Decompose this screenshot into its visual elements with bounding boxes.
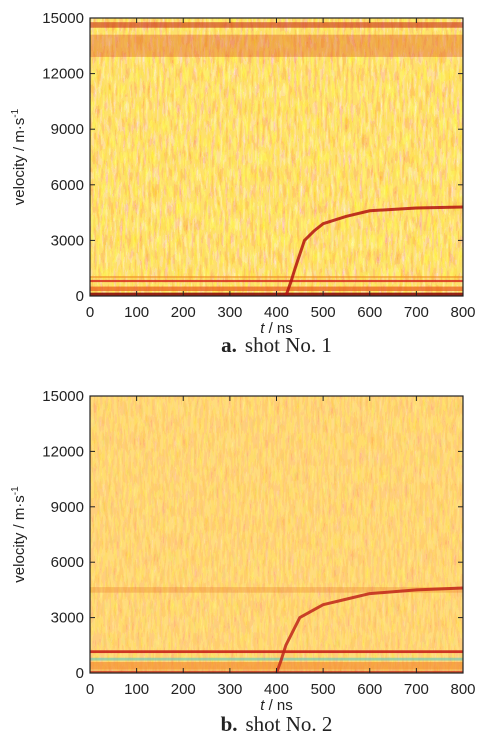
y-tick-label: 9000	[51, 499, 84, 516]
x-axis-label-unit: / ns	[264, 320, 292, 337]
y-tick-label: 15000	[42, 388, 84, 405]
x-tick-label: 500	[311, 681, 336, 698]
y-axis-label-text: velocity / m·s	[11, 118, 28, 206]
y-axis-label-sup: -1	[10, 486, 21, 495]
x-tick-label: 200	[171, 304, 196, 321]
spectrogram-band	[90, 286, 463, 291]
spectrogram-band	[90, 279, 463, 283]
x-tick-label: 100	[124, 681, 149, 698]
y-axis-label: velocity / m·s-1	[10, 108, 28, 205]
caption-label: a.	[221, 333, 237, 357]
x-tick-label: 600	[357, 304, 382, 321]
velocity-trace	[275, 586, 464, 674]
y-tick-label: 3000	[51, 232, 84, 249]
x-axis-label-var: t	[260, 320, 265, 337]
velocity-trace	[284, 205, 464, 297]
x-axis-label: t / ns	[260, 697, 293, 714]
x-tick-label: 400	[264, 304, 289, 321]
spectrogram-band	[90, 657, 463, 661]
spectrogram-band	[90, 22, 463, 28]
caption: b. shot No. 2	[221, 712, 333, 736]
spectrogram-band	[90, 661, 463, 670]
y-axis-label-sup: -1	[10, 108, 21, 117]
x-axis-label-var: t	[260, 697, 265, 714]
y-tick-label: 12000	[42, 443, 84, 460]
spectrogram-band	[90, 34, 463, 57]
x-tick-label: 0	[86, 304, 94, 321]
x-tick-label: 200	[171, 681, 196, 698]
y-tick-label: 15000	[42, 10, 84, 27]
spectrogram-band	[90, 650, 463, 654]
panel: 0 3000 6000 9000 12000 15000 0 100 200 300 400 500 6…	[10, 10, 476, 357]
x-tick-label: 300	[217, 681, 242, 698]
x-tick-label: 800	[450, 681, 475, 698]
spectrogram-background	[90, 18, 463, 296]
spectrogram-band	[90, 275, 463, 279]
x-tick-label: 500	[311, 304, 336, 321]
panel: 0 3000 6000 9000 12000 15000 0 100 200 300 400 500 6…	[10, 388, 476, 736]
y-tick-label: 3000	[51, 610, 84, 627]
y-tick-label: 9000	[51, 121, 84, 138]
y-tick-label: 0	[76, 288, 84, 305]
spectrogram-background	[90, 396, 463, 673]
x-axis-label: t / ns	[260, 320, 293, 337]
x-tick-label: 0	[86, 681, 94, 698]
y-tick-label: 0	[76, 665, 84, 682]
caption-text: shot No. 2	[246, 712, 333, 736]
x-tick-label: 800	[450, 304, 475, 321]
x-axis-label-unit: / ns	[264, 697, 292, 714]
y-tick-label: 6000	[51, 177, 84, 194]
x-tick-label: 700	[404, 304, 429, 321]
x-tick-label: 100	[124, 304, 149, 321]
x-tick-label: 600	[357, 681, 382, 698]
caption-text: shot No. 1	[245, 333, 332, 357]
x-tick-label: 300	[217, 304, 242, 321]
spectrogram-band	[90, 587, 463, 593]
y-tick-label: 6000	[51, 554, 84, 571]
x-tick-label: 400	[264, 681, 289, 698]
y-axis-label-text: velocity / m·s	[11, 495, 28, 583]
y-tick-label: 12000	[42, 66, 84, 83]
caption: a. shot No. 1	[221, 333, 332, 357]
caption-label: b.	[221, 712, 238, 736]
y-axis-label: velocity / m·s-1	[10, 486, 28, 583]
x-tick-label: 700	[404, 681, 429, 698]
